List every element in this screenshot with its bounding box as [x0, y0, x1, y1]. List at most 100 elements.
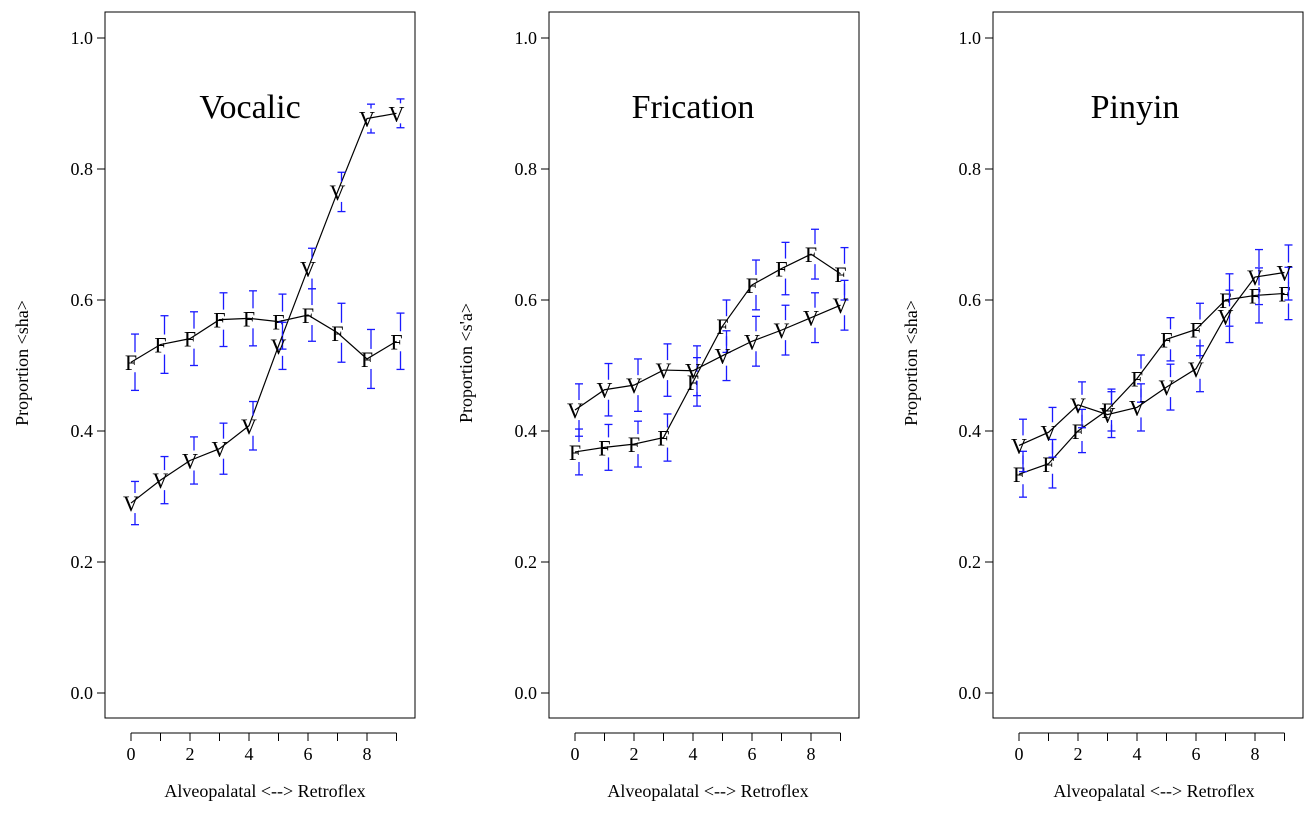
x-tick-label: 4: [689, 744, 698, 764]
x-axis-title: Alveopalatal <--> Retroflex: [607, 781, 808, 801]
y-tick-label: 0.8: [515, 159, 538, 179]
data-point-V: V: [1188, 357, 1204, 382]
y-tick-label: 0.6: [71, 290, 94, 310]
y-tick-label: 0.2: [959, 552, 982, 572]
y-tick-label: 0.8: [959, 159, 982, 179]
data-point-V: V: [359, 107, 375, 132]
data-point-F: F: [1190, 317, 1202, 342]
data-point-F: F: [1219, 288, 1231, 313]
data-point-V: V: [685, 359, 701, 384]
x-axis-title: Alveopalatal <--> Retroflex: [164, 781, 365, 801]
data-point-F: F: [302, 303, 314, 328]
data-point-V: V: [1129, 395, 1145, 420]
series-line-F: [1018, 292, 1285, 475]
x-tick-label: 6: [304, 744, 313, 764]
data-point-F: F: [1249, 283, 1261, 308]
x-tick-label: 2: [1074, 744, 1083, 764]
data-point-V: V: [300, 257, 316, 282]
data-point-F: F: [1131, 367, 1143, 392]
data-point-F: F: [243, 306, 255, 331]
data-point-V: V: [212, 437, 228, 462]
data-point-F: F: [569, 440, 581, 465]
data-point-F: F: [213, 308, 225, 333]
data-point-F: F: [687, 370, 699, 395]
y-tick-label: 0.4: [71, 421, 94, 441]
data-point-F: F: [805, 242, 817, 267]
data-point-F: F: [628, 432, 640, 457]
y-tick-label: 1.0: [959, 28, 982, 48]
data-point-V: V: [597, 378, 613, 403]
data-point-V: V: [271, 334, 287, 359]
data-point-F: F: [1042, 452, 1054, 477]
data-point-F: F: [1160, 327, 1172, 352]
data-point-V: V: [744, 329, 760, 354]
y-tick-label: 0.0: [515, 683, 538, 703]
chart-panel-frication: 0.0 0.2 0.4 0.6 0.8 1.0 0 2 4 6 8 Alveopalatal <-->…: [456, 11, 860, 801]
x-tick-label: 4: [1133, 744, 1142, 764]
y-tick-label: 0.4: [959, 421, 982, 441]
x-tick-label: 0: [1015, 744, 1024, 764]
panel-title: Pinyin: [1091, 89, 1180, 126]
data-point-F: F: [390, 329, 402, 354]
data-point-V: V: [1159, 375, 1175, 400]
data-point-V: V: [182, 448, 198, 473]
data-point-F: F: [657, 426, 669, 451]
panel-title: Frication: [632, 89, 755, 126]
data-point-V: V: [833, 293, 849, 318]
data-point-V: V: [567, 398, 583, 423]
data-point-F: F: [775, 257, 787, 282]
series-line-V: [130, 112, 397, 504]
data-point-V: V: [1247, 265, 1263, 290]
data-point-F: F: [154, 333, 166, 358]
y-tick-label: 0.2: [71, 552, 94, 572]
data-point-V: V: [1041, 420, 1057, 445]
data-point-F: F: [1101, 398, 1113, 423]
chart-panel-pinyin: 0.0 0.2 0.4 0.6 0.8 1.0 0 2 4 6 8 Alveopalatal <-->…: [901, 11, 1304, 801]
y-tick-label: 0.0: [71, 683, 94, 703]
data-point-V: V: [803, 306, 819, 331]
data-point-V: V: [1277, 260, 1293, 285]
y-axis-title: Proportion <sha>: [12, 300, 32, 426]
x-tick-label: 2: [186, 744, 195, 764]
data-point-V: V: [330, 180, 346, 205]
series-line-F: [130, 314, 397, 363]
data-point-F: F: [716, 314, 728, 339]
y-tick-label: 0.6: [959, 290, 982, 310]
panel-title: Vocalic: [199, 89, 300, 126]
data-point-V: V: [1218, 304, 1234, 329]
plot-frame: [548, 11, 860, 719]
y-tick-label: 0.4: [515, 421, 538, 441]
x-tick-label: 8: [1251, 744, 1260, 764]
data-point-F: F: [746, 273, 758, 298]
data-point-V: V: [1070, 393, 1086, 418]
x-tick-label: 2: [630, 744, 639, 764]
data-point-V: V: [774, 318, 790, 343]
series-line-V: [1018, 271, 1285, 446]
data-point-V: V: [626, 373, 642, 398]
y-tick-label: 0.0: [959, 683, 982, 703]
x-tick-label: 8: [363, 744, 372, 764]
data-point-V: V: [241, 414, 257, 439]
series-line-V: [574, 304, 841, 411]
data-point-F: F: [125, 350, 137, 375]
y-tick-label: 1.0: [515, 28, 538, 48]
y-tick-label: 1.0: [71, 28, 94, 48]
x-tick-label: 0: [571, 744, 580, 764]
plot-frame: [992, 11, 1304, 719]
x-axis-title: Alveopalatal <--> Retroflex: [1053, 781, 1254, 801]
data-point-V: V: [389, 101, 405, 126]
data-point-F: F: [1072, 419, 1084, 444]
x-tick-label: 6: [748, 744, 757, 764]
data-point-F: F: [184, 327, 196, 352]
x-tick-label: 8: [807, 744, 816, 764]
plot-frame: [104, 11, 416, 719]
y-tick-label: 0.6: [515, 290, 538, 310]
x-tick-label: 0: [127, 744, 136, 764]
